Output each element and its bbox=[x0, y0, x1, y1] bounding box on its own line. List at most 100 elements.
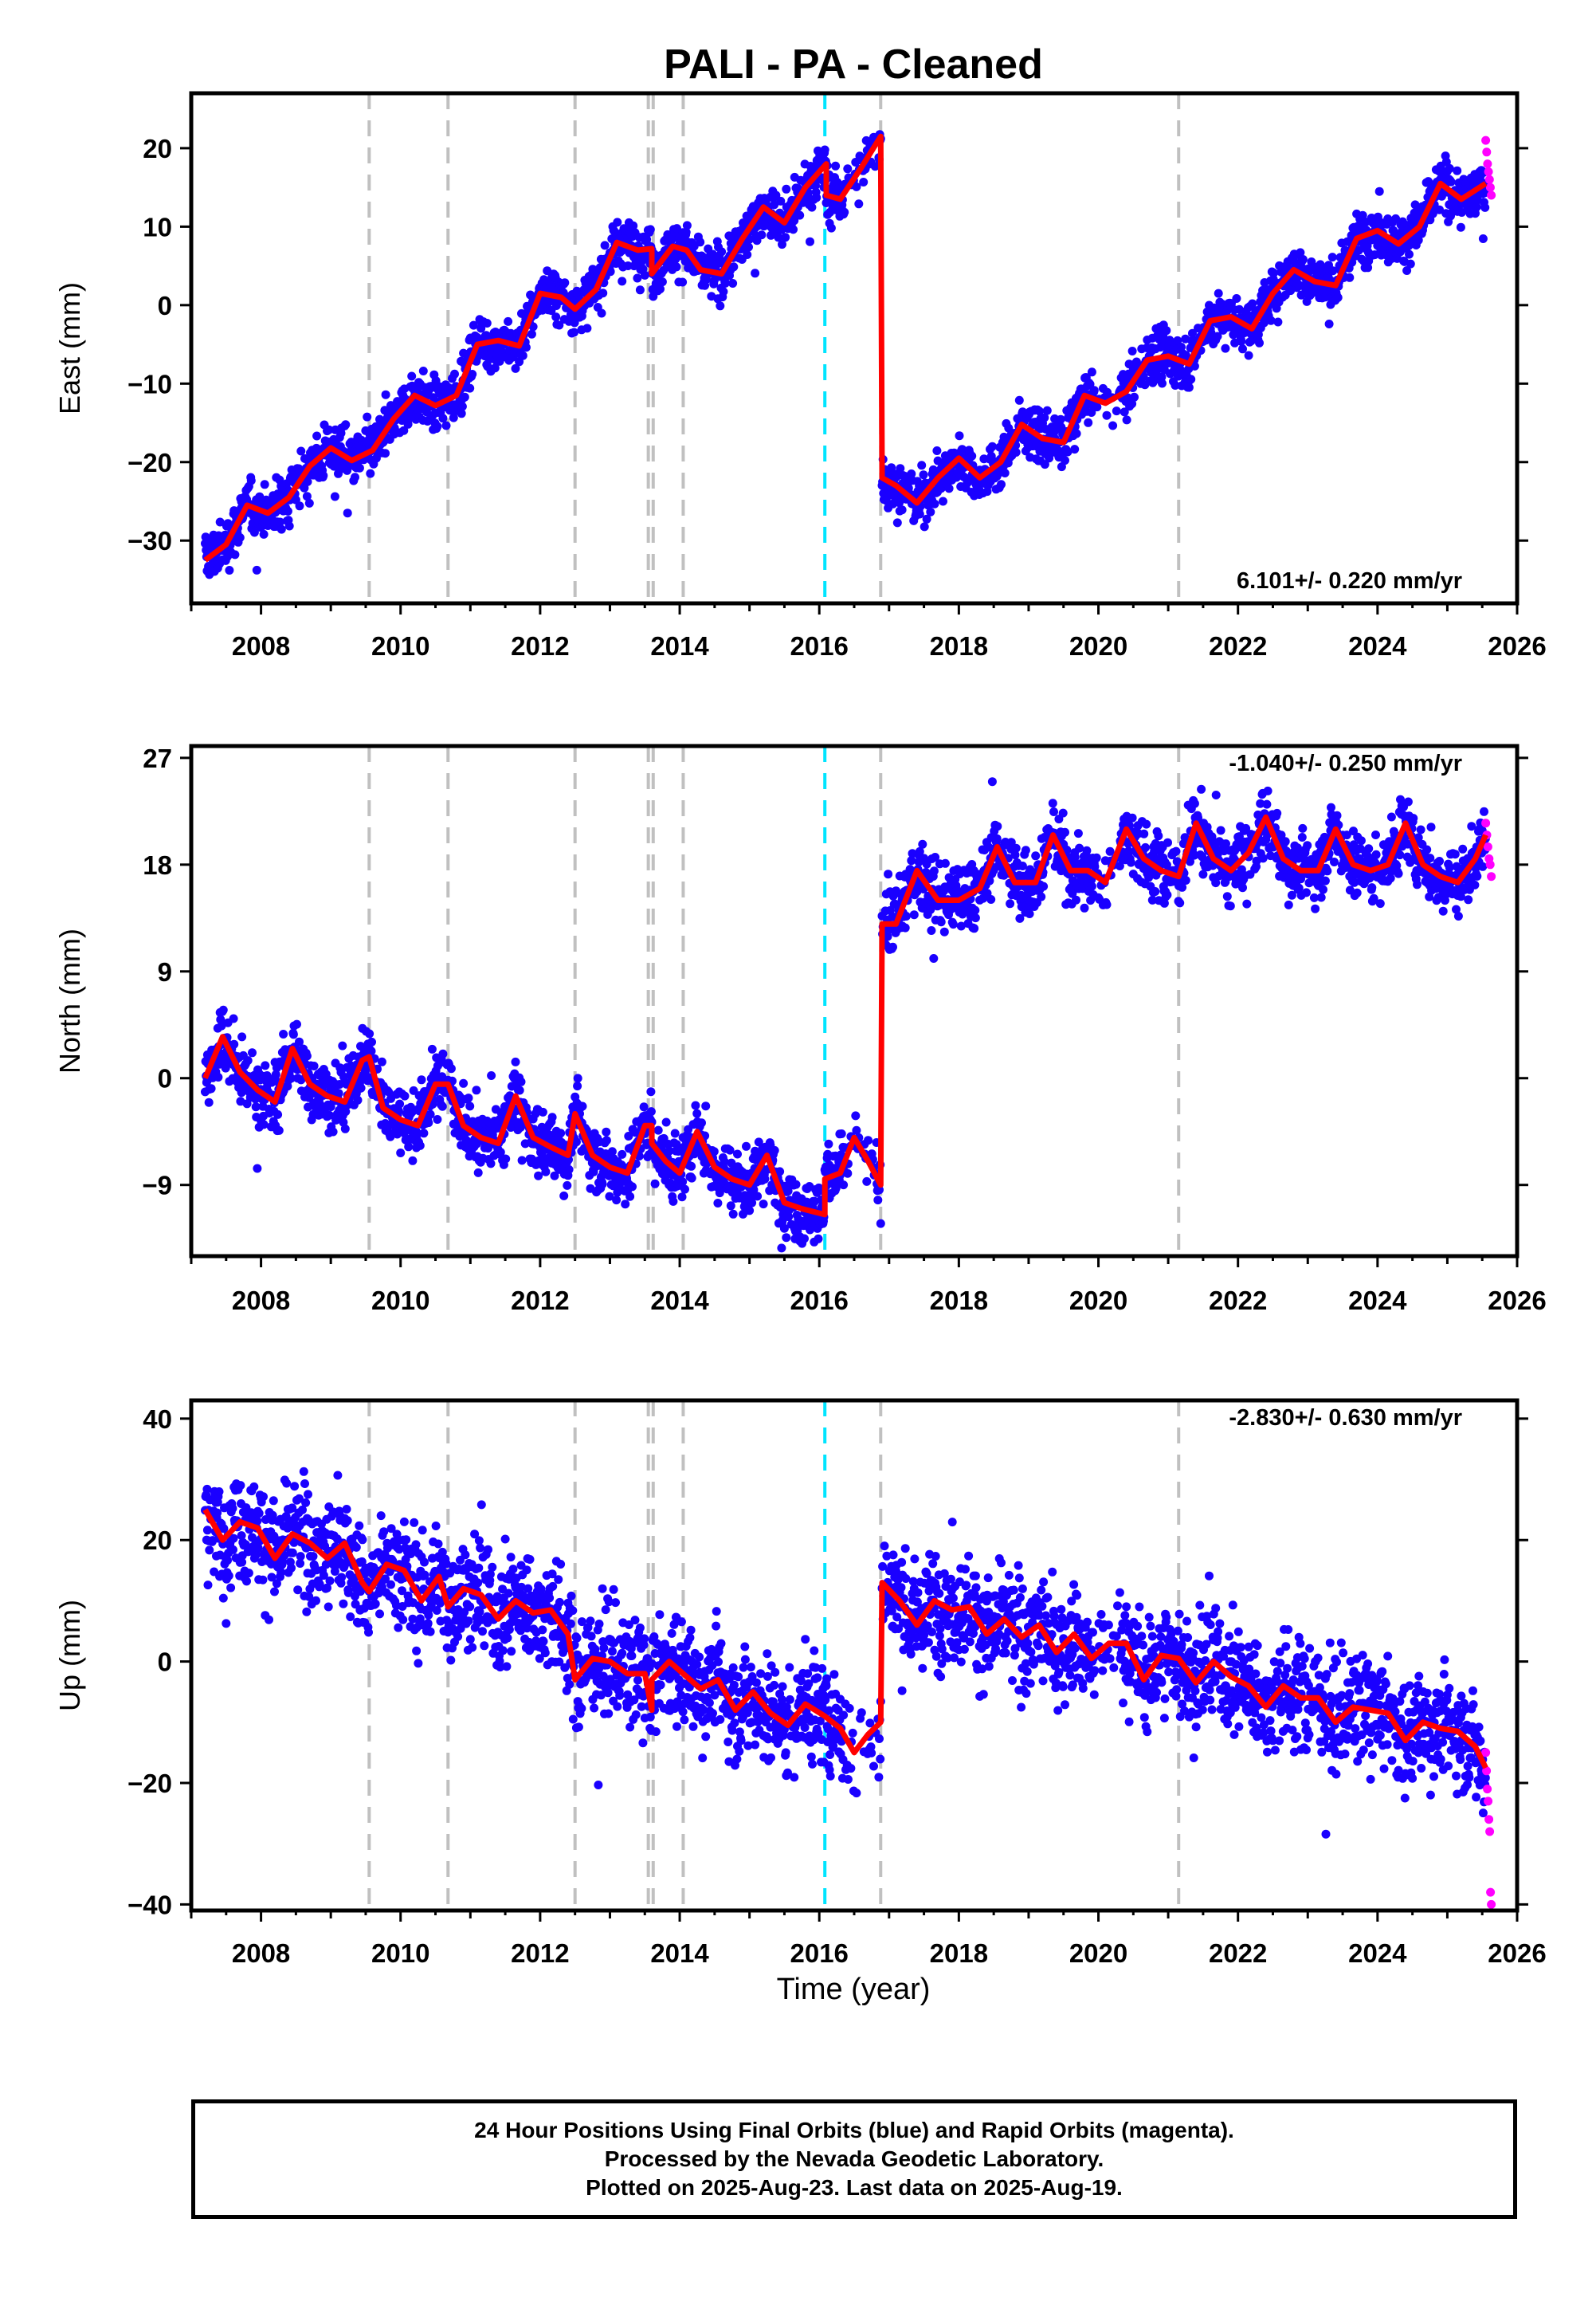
data-point bbox=[1480, 202, 1490, 212]
data-point bbox=[1327, 253, 1337, 262]
data-point bbox=[1266, 316, 1276, 325]
data-point bbox=[1127, 813, 1137, 823]
data-point bbox=[292, 1019, 301, 1029]
data-point bbox=[563, 1180, 572, 1190]
data-point bbox=[1198, 852, 1207, 862]
data-point bbox=[343, 509, 352, 518]
data-point bbox=[677, 1192, 687, 1202]
data-point bbox=[670, 1129, 680, 1138]
data-point bbox=[717, 247, 727, 257]
data-point bbox=[515, 1086, 524, 1095]
data-point bbox=[417, 1075, 426, 1085]
data-point bbox=[399, 426, 409, 435]
data-point bbox=[214, 1073, 223, 1082]
data-point bbox=[1147, 895, 1157, 905]
data-point bbox=[900, 923, 910, 933]
data-point bbox=[367, 1037, 376, 1047]
data-point bbox=[1222, 892, 1232, 901]
data-point bbox=[985, 876, 994, 886]
data-point bbox=[1225, 901, 1235, 911]
data-point bbox=[852, 182, 861, 191]
data-point bbox=[1084, 418, 1093, 427]
data-point bbox=[1048, 799, 1057, 808]
data-point bbox=[1070, 445, 1080, 454]
y-tick-label: −30 bbox=[127, 526, 172, 556]
data-point bbox=[1190, 361, 1199, 371]
final-orbit-points-north bbox=[201, 777, 1490, 1253]
data-point bbox=[550, 1171, 559, 1180]
data-point bbox=[760, 1174, 770, 1184]
data-point bbox=[1014, 395, 1024, 405]
data-point bbox=[1087, 367, 1096, 377]
data-point bbox=[811, 181, 820, 190]
data-point bbox=[598, 1180, 607, 1189]
data-point bbox=[400, 1091, 410, 1101]
data-point bbox=[283, 506, 292, 516]
data-point bbox=[1445, 163, 1454, 173]
data-point bbox=[939, 927, 949, 937]
data-point bbox=[1173, 336, 1182, 345]
data-point bbox=[812, 193, 822, 202]
data-point bbox=[1216, 826, 1225, 835]
data-point bbox=[1010, 850, 1020, 860]
data-point bbox=[1222, 839, 1230, 849]
y-tick-label: 20 bbox=[143, 134, 172, 163]
data-point bbox=[324, 1110, 334, 1120]
data-point bbox=[726, 1201, 735, 1211]
data-point bbox=[1141, 842, 1150, 852]
data-point bbox=[915, 846, 924, 856]
data-point bbox=[907, 856, 916, 866]
data-point bbox=[859, 178, 869, 187]
data-point bbox=[1262, 799, 1272, 809]
data-point bbox=[555, 320, 564, 330]
data-point bbox=[820, 145, 829, 155]
data-point bbox=[408, 1156, 418, 1165]
data-point bbox=[1108, 421, 1118, 430]
data-point bbox=[1011, 448, 1021, 457]
data-point bbox=[367, 1047, 376, 1056]
y-tick-label: 0 bbox=[158, 291, 172, 320]
data-point bbox=[600, 241, 610, 250]
data-point bbox=[1269, 269, 1279, 277]
data-point bbox=[929, 866, 939, 876]
data-point bbox=[782, 184, 791, 194]
data-point bbox=[807, 202, 817, 212]
data-point bbox=[1087, 408, 1096, 417]
data-point bbox=[922, 514, 931, 524]
data-point bbox=[790, 216, 799, 226]
data-point bbox=[1186, 857, 1194, 866]
data-point bbox=[501, 1154, 511, 1164]
data-point bbox=[770, 200, 779, 210]
data-point bbox=[534, 1171, 543, 1180]
data-point bbox=[682, 221, 692, 230]
data-point bbox=[824, 1139, 833, 1149]
data-point bbox=[438, 1049, 448, 1058]
x-tick-label: 2008 bbox=[232, 631, 290, 661]
data-point bbox=[273, 1109, 283, 1119]
data-point bbox=[826, 223, 836, 233]
data-point bbox=[806, 237, 814, 246]
data-point bbox=[1072, 895, 1080, 905]
data-point bbox=[672, 1140, 681, 1149]
data-point bbox=[602, 1136, 611, 1145]
data-point bbox=[1273, 317, 1283, 327]
data-point bbox=[956, 921, 966, 931]
data-point bbox=[653, 1125, 663, 1135]
data-point bbox=[1080, 903, 1089, 913]
data-point bbox=[709, 1147, 719, 1156]
data-point bbox=[377, 1057, 386, 1066]
data-point bbox=[438, 414, 448, 423]
data-point bbox=[1406, 259, 1415, 269]
data-point bbox=[340, 1124, 350, 1133]
data-point bbox=[967, 451, 977, 461]
data-point bbox=[324, 425, 334, 434]
data-point bbox=[335, 1080, 344, 1089]
data-point bbox=[1063, 447, 1072, 457]
data-point bbox=[433, 422, 442, 431]
data-point bbox=[930, 499, 939, 509]
data-point bbox=[892, 518, 902, 528]
rapid-point bbox=[1482, 147, 1492, 157]
data-point bbox=[407, 371, 417, 381]
data-point bbox=[564, 1164, 574, 1174]
